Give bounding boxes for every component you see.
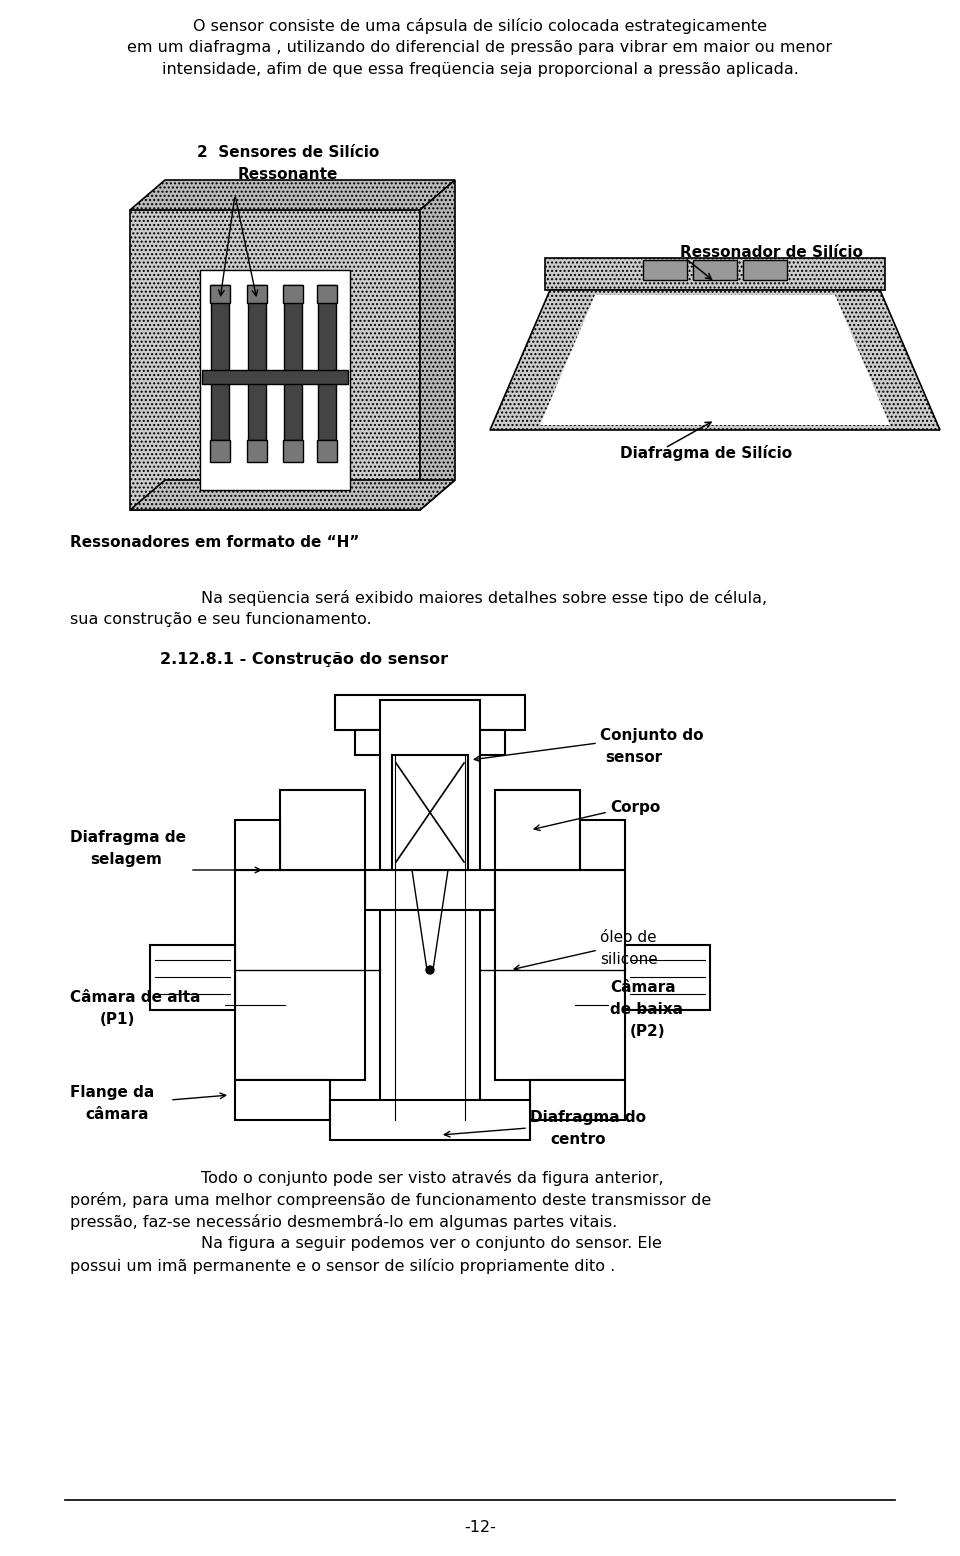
Bar [530, 1080, 625, 1120]
Bar [235, 1080, 330, 1120]
Text: O sensor consiste de uma cápsula de silício colocada estrategicamente: O sensor consiste de uma cápsula de silí… [193, 19, 767, 34]
Text: intensidade, afim de que essa freqüencia seja proporcional a pressão aplicada.: intensidade, afim de que essa freqüencia… [161, 62, 799, 76]
Polygon shape [130, 479, 455, 510]
Text: pressão, faz-se necessário desmembrá-lo em algumas partes vitais.: pressão, faz-se necessário desmembrá-lo … [70, 1214, 617, 1229]
Bar [580, 820, 625, 870]
Bar [625, 944, 710, 1010]
Text: silicone: silicone [600, 952, 658, 966]
Text: (P2): (P2) [630, 1024, 665, 1039]
Text: em um diafragma , utilizando do diferencial de pressão para vibrar em maior ou m: em um diafragma , utilizando do diferenc… [128, 40, 832, 54]
Text: Diafragma do: Diafragma do [530, 1109, 646, 1125]
Bar [130, 210, 420, 510]
Text: Diafragma de Silício: Diafragma de Silício [620, 445, 792, 461]
Text: porém, para uma melhor compreensão de funcionamento deste transmissor de: porém, para uma melhor compreensão de fu… [70, 1192, 711, 1207]
Text: Na figura a seguir podemos ver o conjunto do sensor. Ele: Na figura a seguir podemos ver o conjunt… [160, 1235, 661, 1251]
Text: Câmara: Câmara [610, 980, 676, 994]
Bar [280, 790, 365, 870]
Bar [247, 440, 267, 462]
Text: (P1): (P1) [100, 1011, 135, 1027]
Text: 2.12.8.1 - Construção do sensor: 2.12.8.1 - Construção do sensor [160, 652, 448, 668]
Polygon shape [130, 180, 455, 210]
Bar [235, 870, 365, 1080]
Text: possui um imã permanente e o sensor de silício propriamente dito .: possui um imã permanente e o sensor de s… [70, 1257, 615, 1274]
Text: centro: centro [550, 1133, 606, 1147]
Bar [693, 260, 737, 280]
Text: 2  Sensores de Silício: 2 Sensores de Silício [197, 145, 379, 160]
Bar [317, 440, 337, 462]
Polygon shape [220, 296, 330, 429]
Polygon shape [490, 289, 940, 429]
Text: sensor: sensor [605, 750, 662, 766]
Bar [210, 440, 230, 462]
Bar [495, 790, 580, 870]
Circle shape [426, 966, 434, 974]
Bar [202, 370, 348, 384]
Text: Conjunto do: Conjunto do [600, 728, 704, 744]
Bar [365, 870, 495, 910]
Bar [643, 260, 687, 280]
Bar [545, 258, 885, 289]
Bar [318, 285, 336, 440]
Bar [284, 285, 302, 440]
Text: Ressonador de Silício: Ressonador de Silício [680, 244, 863, 260]
Bar [235, 820, 280, 870]
Bar [247, 285, 267, 303]
Bar [200, 271, 350, 490]
Bar [330, 1100, 530, 1141]
Text: selagem: selagem [90, 853, 162, 867]
Text: de baixa: de baixa [610, 1002, 683, 1018]
Bar [743, 260, 787, 280]
Text: óleo de: óleo de [600, 930, 657, 944]
Bar [392, 755, 468, 870]
Text: Ressonante: Ressonante [238, 166, 338, 182]
Bar [248, 285, 266, 440]
Bar [211, 285, 229, 440]
Bar [283, 285, 303, 303]
Bar [380, 700, 480, 1120]
Bar [283, 440, 303, 462]
Text: Câmara de alta: Câmara de alta [70, 990, 201, 1005]
Text: Na seqüencia será exibido maiores detalhes sobre esse tipo de célula,: Na seqüencia será exibido maiores detalh… [160, 590, 767, 605]
Text: -12-: -12- [464, 1520, 496, 1536]
Polygon shape [420, 180, 455, 510]
Polygon shape [540, 296, 890, 425]
Bar [355, 730, 505, 755]
Text: Todo o conjunto pode ser visto através da figura anterior,: Todo o conjunto pode ser visto através d… [160, 1170, 663, 1186]
Bar [150, 944, 235, 1010]
Text: sua construção e seu funcionamento.: sua construção e seu funcionamento. [70, 612, 372, 627]
Text: Ressonadores em formato de “H”: Ressonadores em formato de “H” [70, 535, 359, 549]
Bar [317, 285, 337, 303]
Text: Flange da: Flange da [70, 1085, 155, 1100]
Bar [335, 696, 525, 730]
Text: Diafragma de: Diafragma de [70, 829, 186, 845]
Text: câmara: câmara [85, 1106, 149, 1122]
Text: Corpo: Corpo [610, 800, 660, 815]
Bar [210, 285, 230, 303]
Bar [495, 870, 625, 1080]
